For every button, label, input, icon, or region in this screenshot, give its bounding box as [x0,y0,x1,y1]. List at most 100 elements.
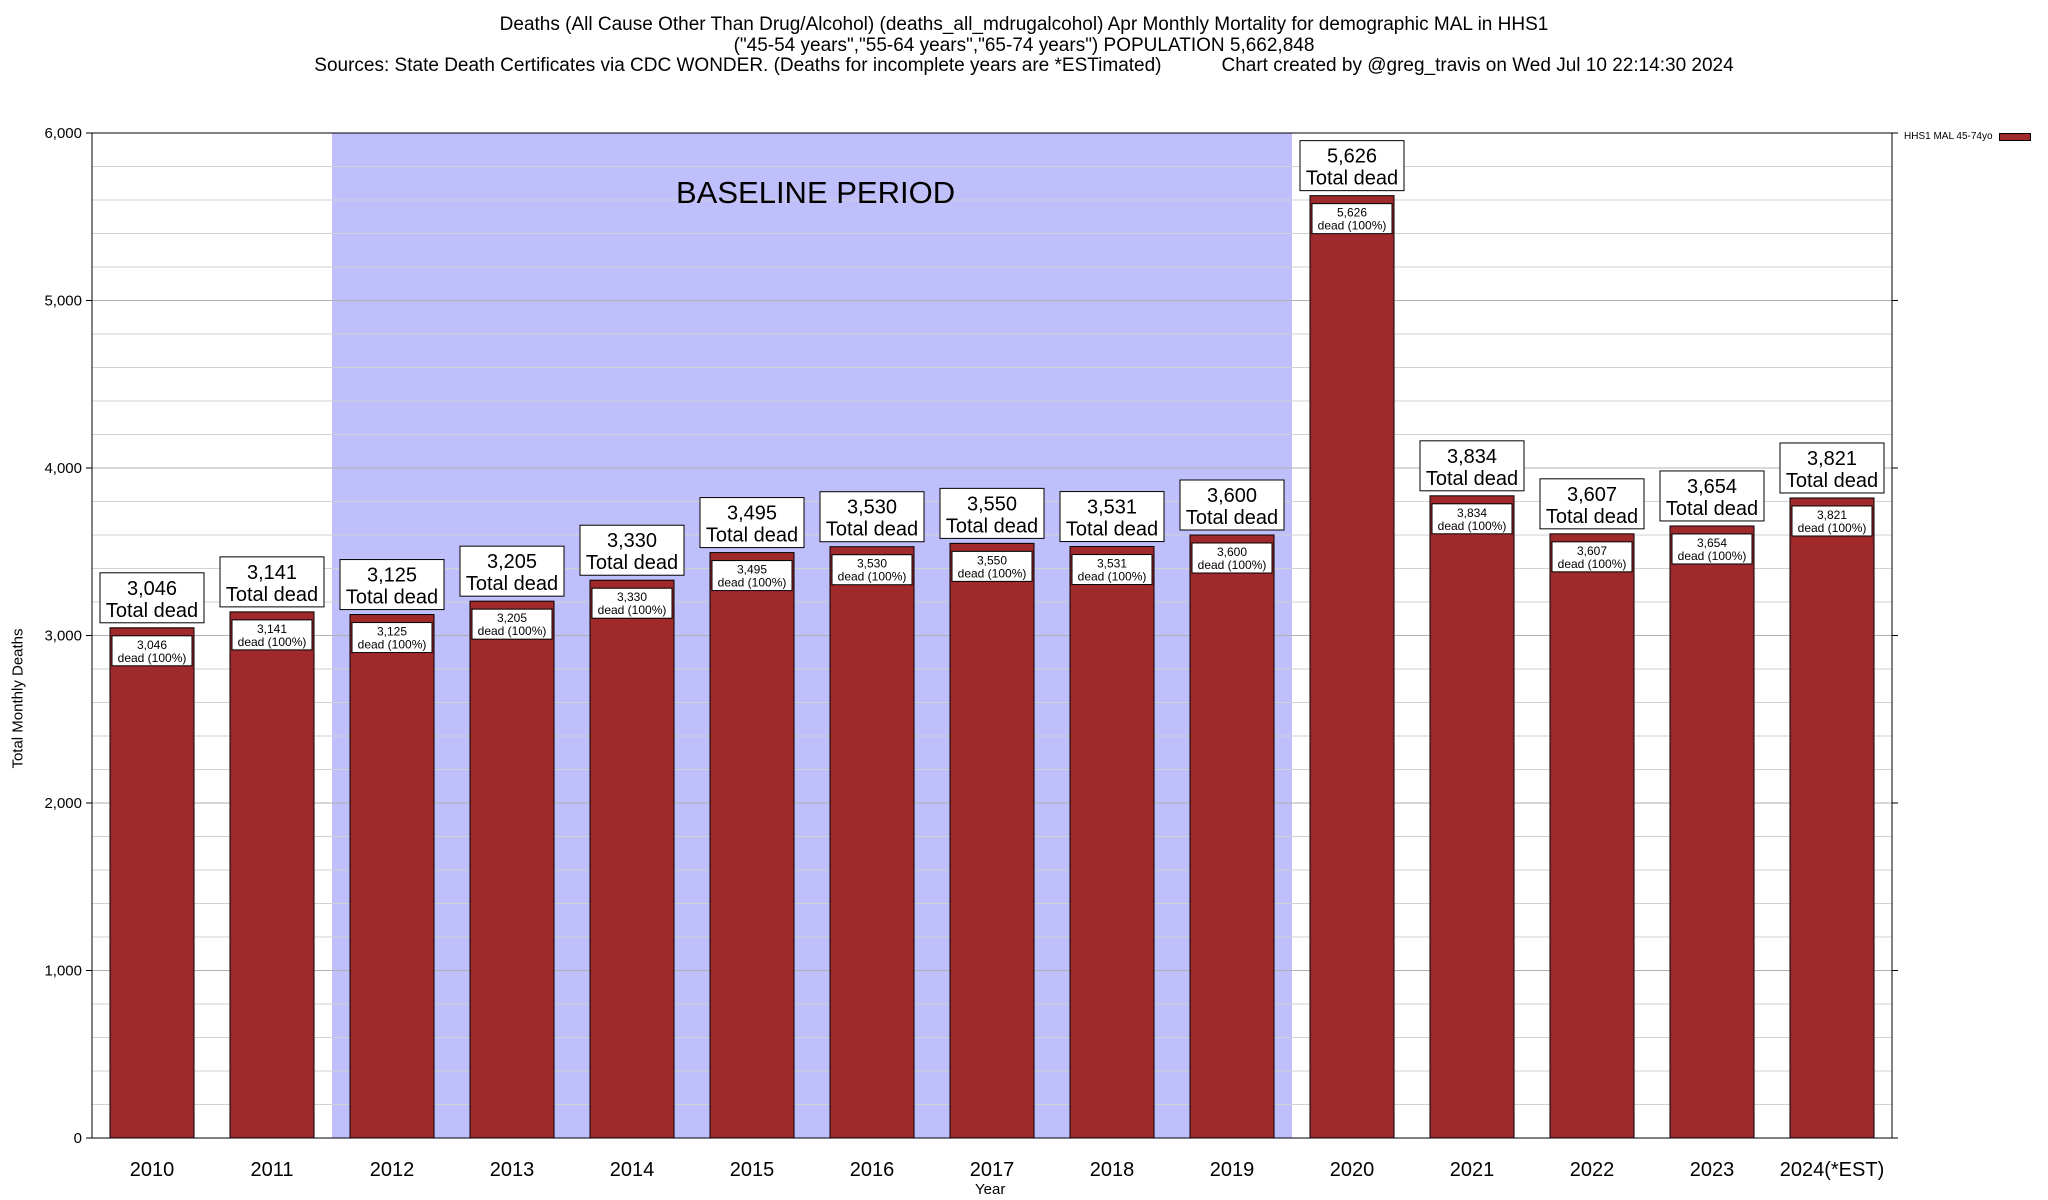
bar-value-label: 3,607 [1567,484,1617,506]
bar-inner-label-box [1671,533,1753,565]
bar [1429,495,1515,1139]
bar [949,542,1035,1139]
bar-inner-percent-label: dead (100%) [1798,521,1867,535]
y-tick-label: 3,000 [44,628,82,645]
bar [1069,546,1155,1139]
bar-inner-label-box [951,550,1033,582]
bar-inner-value-label: 3,821 [1817,508,1847,522]
y-tick-label: 1,000 [44,963,82,980]
bar-inner-value-label: 3,141 [257,622,287,636]
bar [1669,525,1755,1139]
bar-total-label: Total dead [586,552,678,574]
bar-total-label-box [939,487,1045,539]
bar-inner-value-label: 3,495 [737,563,767,577]
bar-total-label: Total dead [346,587,438,609]
legend-swatch [1998,132,2031,141]
bar-inner-percent-label: dead (100%) [1438,519,1507,533]
bar-total-label: Total dead [226,584,318,606]
x-tick-label: 2015 [730,1159,775,1181]
bar-inner-label-box [351,622,433,654]
bar-inner-value-label: 3,530 [857,557,887,571]
bar [1549,533,1635,1139]
bar-value-label: 3,530 [847,497,897,519]
bar-total-label-box [1779,442,1885,494]
x-tick-label: 2014 [610,1159,655,1181]
bar [1789,497,1875,1139]
bar-total-label: Total dead [1666,498,1758,520]
bar-value-label: 3,046 [127,578,177,600]
bar-value-label: 5,626 [1327,146,1377,168]
bar-total-label: Total dead [466,573,558,595]
x-axis-label: Year [975,1181,1006,1198]
x-tick-label: 2016 [850,1159,895,1181]
bar-inner-percent-label: dead (100%) [358,638,427,652]
bar-inner-percent-label: dead (100%) [118,651,187,665]
bar-inner-label-box [1071,554,1153,586]
bar-total-label: Total dead [1306,168,1398,190]
bar-inner-label-box [111,635,193,667]
bar-total-label: Total dead [946,515,1038,537]
bar-total-label: Total dead [1786,470,1878,492]
bar-total-label-box [1299,140,1405,192]
bar [1189,534,1275,1139]
bar-inner-percent-label: dead (100%) [1558,557,1627,571]
x-tick-label: 2024(*EST) [1780,1159,1885,1181]
bar [589,579,675,1139]
bar-inner-value-label: 5,626 [1337,206,1367,220]
bar [469,600,555,1139]
bar-value-label: 3,531 [1087,497,1137,519]
bar-inner-percent-label: dead (100%) [958,566,1027,580]
bar-total-label: Total dead [1066,519,1158,541]
bar-total-label-box [579,524,685,576]
x-tick-label: 2012 [370,1159,415,1181]
bar-value-label: 3,141 [247,562,297,584]
bar-total-label-box [1179,479,1285,531]
bar [709,552,795,1139]
bar-inner-value-label: 3,125 [377,625,407,639]
bar-total-label: Total dead [1546,506,1638,528]
bar [109,627,195,1139]
bar-value-label: 3,495 [727,503,777,525]
y-tick-label: 0 [74,1130,82,1147]
bar-inner-label-box [831,554,913,586]
bar-total-label-box [1659,470,1765,522]
x-tick-label: 2022 [1570,1159,1615,1181]
bar-value-label: 3,330 [607,530,657,552]
bar-inner-value-label: 3,654 [1697,536,1727,550]
bar-value-label: 3,205 [487,551,537,573]
x-tick-label: 2020 [1330,1159,1375,1181]
bar-inner-label-box [1191,542,1273,574]
x-tick-label: 2013 [490,1159,535,1181]
bar-value-label: 3,125 [367,565,417,587]
bar [829,546,915,1139]
bar-value-label: 3,821 [1807,448,1857,470]
x-tick-label: 2017 [970,1159,1015,1181]
x-tick-label: 2021 [1450,1159,1495,1181]
bar-total-label-box [339,559,445,611]
bar-total-label: Total dead [1186,507,1278,529]
bar-total-label: Total dead [706,525,798,547]
x-tick-label: 2011 [250,1159,293,1181]
bar-value-label: 3,600 [1207,485,1257,507]
bar-inner-percent-label: dead (100%) [238,635,307,649]
bar-total-label-box [459,545,565,597]
y-tick-label: 2,000 [44,795,82,812]
bar-value-label: 3,834 [1447,446,1497,468]
bar-inner-value-label: 3,330 [617,590,647,604]
chart-title: Deaths (All Cause Other Than Drug/Alcoho… [499,14,1549,35]
bar [229,611,315,1139]
bar-inner-label-box [1551,541,1633,573]
baseline-period-label: BASELINE PERIOD [676,175,956,210]
chart-subtitle: ("45-54 years","55-64 years","65-74 year… [733,35,1315,56]
bar-total-label: Total dead [1426,468,1518,490]
bar-inner-value-label: 3,531 [1097,557,1127,571]
legend-label: HHS1 MAL 45-74yo [1904,131,1993,142]
bar-total-label-box [1539,478,1645,530]
bar-inner-label-box [231,619,313,651]
y-tick-label: 4,000 [44,460,82,477]
bar-value-label: 3,550 [967,493,1017,515]
bar-total-label-box [699,497,805,549]
bar-total-label-box [1059,491,1165,543]
bar-inner-label-box [471,608,553,640]
x-tick-label: 2018 [1090,1159,1135,1181]
